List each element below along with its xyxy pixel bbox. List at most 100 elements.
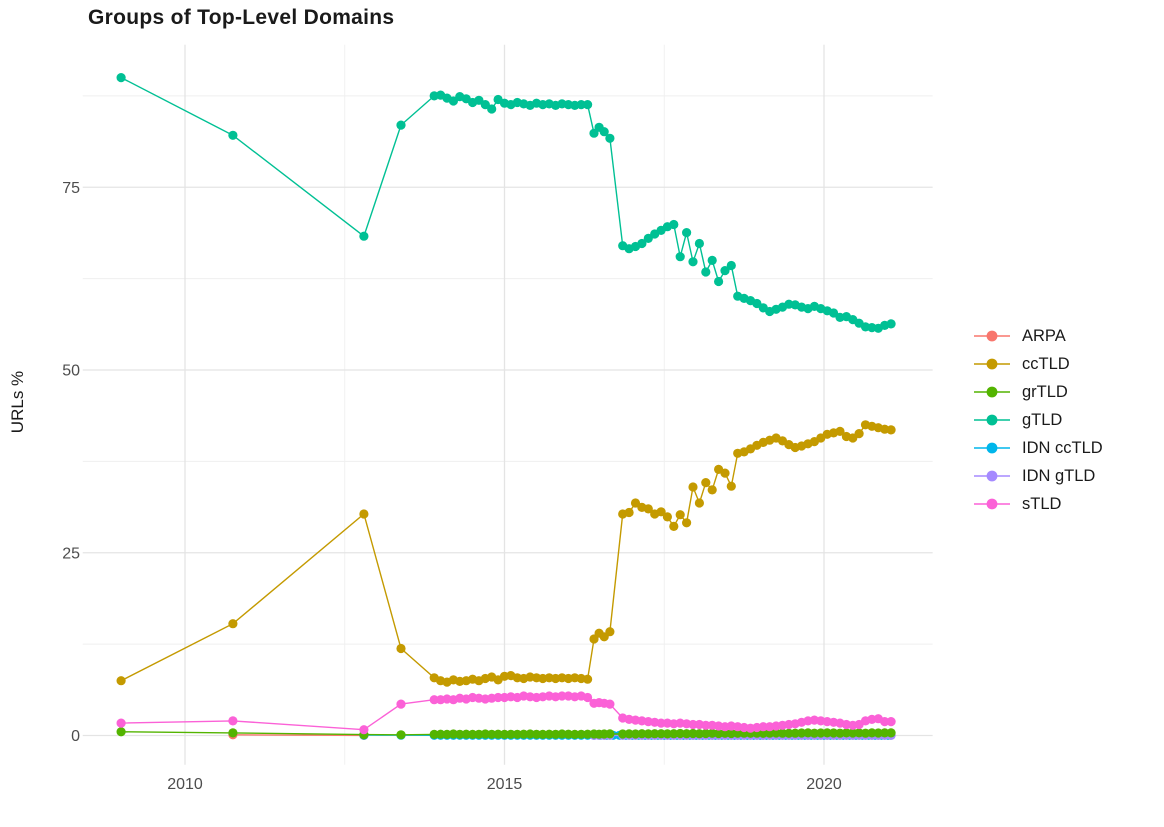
data-point [228,619,238,629]
data-point [797,728,807,738]
data-point [873,728,883,738]
data-point [455,729,465,739]
legend-item-arpa: ARPA [972,322,1103,350]
data-point [765,728,775,738]
data-point [396,730,406,740]
data-point [605,133,615,143]
data-point [694,238,705,249]
data-point [733,728,743,738]
data-point [605,627,615,637]
data-point [688,257,698,267]
data-point [544,729,554,739]
data-point [359,231,369,241]
data-point [480,100,490,110]
legend-label: ccTLD [1022,354,1070,373]
data-point [714,728,724,739]
chart-title: Groups of Top-Level Domains [88,6,395,29]
x-tick-label: 2015 [487,776,523,793]
legend-key-dot [986,470,998,482]
data-point [675,728,685,739]
legend-label: sTLD [1022,494,1062,513]
series-gtld [116,73,896,333]
legend-key-dot [986,498,998,510]
data-point [637,238,647,249]
data-point [487,104,497,114]
data-point [829,308,839,318]
y-axis-title: URLs % [8,370,27,434]
data-point [429,729,439,740]
data-point [487,729,497,739]
data-point [701,478,711,488]
legend-key-icon [974,386,1010,398]
legend-item-grtld: grTLD [972,378,1103,406]
data-point [605,729,615,739]
data-point [701,720,711,730]
data-point [650,729,660,739]
data-point [359,725,369,735]
data-point [669,729,679,739]
data-point [720,266,730,276]
data-point [694,498,705,508]
data-point [576,729,586,739]
data-point [669,219,679,230]
data-point [563,729,574,739]
data-point [583,674,593,684]
series-line [120,424,892,683]
data-point [662,729,673,739]
data-point [675,252,685,262]
data-point [359,509,369,519]
series-arpa [228,730,369,741]
data-point [694,729,705,739]
legend-key-icon [974,470,1010,482]
legend-label: ARPA [1022,326,1066,345]
data-point [506,729,516,739]
data-point [682,729,692,739]
data-point [116,727,126,737]
legend-item-idn-cctld: IDN ccTLD [972,434,1103,462]
data-point [886,425,896,435]
data-point [816,728,826,738]
data-point [448,96,458,106]
data-point [519,729,529,739]
series-grtld [116,727,896,740]
data-point [656,507,666,517]
data-point [599,127,609,137]
data-point [822,728,832,738]
data-point [867,728,877,738]
legend-label: IDN ccTLD [1022,438,1103,457]
data-point [777,728,788,738]
data-point [880,717,890,727]
data-point [630,498,641,508]
data-point [714,276,724,287]
data-point [493,692,503,703]
data-point [758,722,768,732]
y-tick-label: 50 [62,363,80,380]
data-point [841,728,852,738]
data-point [624,507,634,518]
data-point [618,729,628,739]
y-tick-label: 0 [71,728,80,745]
data-point [583,729,593,739]
data-point [116,718,126,728]
legend-label: IDN gTLD [1022,466,1096,485]
legend-key-dot [986,358,998,370]
data-point [228,130,238,140]
legend-key-dot [986,386,998,398]
data-point [116,676,126,686]
data-point [880,728,890,738]
legend-label: grTLD [1022,382,1068,401]
data-point [493,729,503,739]
data-point [228,728,238,738]
data-point [675,510,685,520]
data-point [637,729,647,739]
data-point [771,728,781,738]
data-point [720,468,730,478]
legend-key-icon [974,358,1010,370]
data-point [758,728,768,738]
data-point [886,717,896,727]
legend-label: gTLD [1022,410,1063,429]
data-point [701,267,711,277]
data-point [396,120,406,130]
data-point [583,692,593,703]
